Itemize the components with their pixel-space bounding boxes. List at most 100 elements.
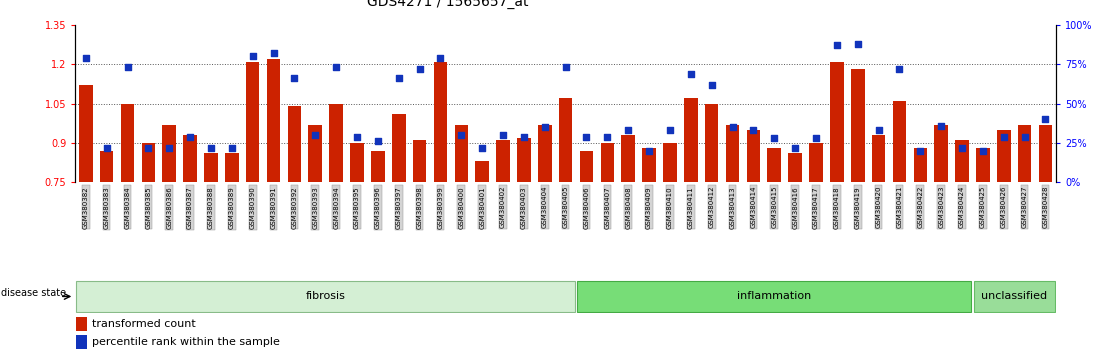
Bar: [664, 143, 677, 182]
Text: GSM380394: GSM380394: [334, 186, 339, 229]
Point: [870, 127, 888, 133]
Bar: [267, 59, 280, 182]
Bar: [225, 153, 238, 182]
Point: [724, 124, 741, 130]
Text: GSM380386: GSM380386: [166, 186, 172, 229]
Point: [411, 66, 429, 72]
Text: GSM380410: GSM380410: [667, 186, 673, 229]
Text: GSM380416: GSM380416: [792, 186, 798, 229]
Bar: [517, 138, 531, 182]
Bar: [622, 135, 635, 182]
Bar: [851, 69, 864, 182]
Bar: [163, 125, 176, 182]
Text: GSM380413: GSM380413: [729, 186, 736, 229]
Bar: [872, 135, 885, 182]
Bar: [601, 143, 614, 182]
Bar: [329, 103, 342, 182]
Text: GSM380428: GSM380428: [1043, 186, 1048, 228]
Text: GSM380404: GSM380404: [542, 186, 547, 228]
Text: GSM380405: GSM380405: [563, 186, 568, 228]
Text: GSM380400: GSM380400: [459, 186, 464, 229]
Bar: [579, 151, 593, 182]
Text: GSM380424: GSM380424: [960, 186, 965, 228]
Bar: [204, 153, 218, 182]
Point: [1016, 134, 1034, 139]
Text: GSM380419: GSM380419: [854, 186, 861, 229]
Bar: [705, 103, 718, 182]
Text: GSM380409: GSM380409: [646, 186, 653, 229]
Text: percentile rank within the sample: percentile rank within the sample: [92, 337, 279, 347]
Text: GSM380388: GSM380388: [208, 186, 214, 229]
Point: [577, 134, 595, 139]
Point: [76, 55, 94, 61]
Point: [807, 135, 824, 141]
Point: [619, 127, 637, 133]
Point: [556, 64, 574, 70]
Bar: [121, 103, 134, 182]
Text: GSM380422: GSM380422: [917, 186, 923, 228]
Point: [244, 53, 261, 59]
Point: [494, 132, 512, 138]
Text: GSM380397: GSM380397: [396, 186, 402, 229]
Text: inflammation: inflammation: [737, 291, 811, 302]
Text: GSM380418: GSM380418: [834, 186, 840, 229]
Point: [932, 123, 950, 129]
Point: [473, 145, 491, 150]
Text: GSM380396: GSM380396: [375, 186, 381, 229]
Bar: [475, 161, 489, 182]
Point: [390, 75, 408, 81]
Bar: [893, 101, 906, 182]
Point: [661, 127, 679, 133]
Bar: [142, 143, 155, 182]
Text: GSM380387: GSM380387: [187, 186, 193, 229]
Bar: [538, 125, 552, 182]
Text: GSM380421: GSM380421: [896, 186, 902, 228]
Text: GSM380383: GSM380383: [104, 186, 110, 229]
Text: GSM380425: GSM380425: [979, 186, 986, 228]
Bar: [183, 135, 197, 182]
Bar: [997, 130, 1010, 182]
Point: [912, 148, 930, 154]
Text: GSM380417: GSM380417: [813, 186, 819, 229]
Text: GSM380391: GSM380391: [270, 186, 277, 229]
Point: [223, 145, 240, 150]
Bar: [643, 148, 656, 182]
Bar: [747, 130, 760, 182]
Bar: [392, 114, 406, 182]
Text: transformed count: transformed count: [92, 319, 195, 329]
Point: [348, 134, 366, 139]
Bar: [350, 143, 363, 182]
Bar: [830, 62, 843, 182]
Bar: [955, 140, 968, 182]
Text: GSM380402: GSM380402: [500, 186, 506, 228]
FancyBboxPatch shape: [577, 281, 972, 312]
Point: [974, 148, 992, 154]
Bar: [789, 153, 802, 182]
Text: GSM380407: GSM380407: [604, 186, 611, 229]
Text: GSM380406: GSM380406: [584, 186, 589, 229]
Point: [640, 148, 658, 154]
Bar: [454, 125, 468, 182]
Text: GSM380399: GSM380399: [438, 186, 443, 229]
Text: GSM380403: GSM380403: [521, 186, 527, 229]
Bar: [413, 140, 427, 182]
Point: [307, 132, 325, 138]
FancyBboxPatch shape: [76, 281, 575, 312]
Point: [766, 135, 783, 141]
Point: [98, 145, 115, 150]
FancyBboxPatch shape: [974, 281, 1055, 312]
Point: [681, 71, 699, 76]
Text: GSM380395: GSM380395: [353, 186, 360, 229]
Point: [515, 134, 533, 139]
Bar: [496, 140, 510, 182]
Bar: [79, 85, 93, 182]
Bar: [809, 143, 823, 182]
Point: [161, 145, 178, 150]
Point: [953, 145, 971, 150]
Text: GSM380390: GSM380390: [249, 186, 256, 229]
Text: GSM380412: GSM380412: [709, 186, 715, 228]
Text: GSM380389: GSM380389: [229, 186, 235, 229]
Bar: [100, 151, 113, 182]
Bar: [371, 151, 384, 182]
Bar: [308, 125, 322, 182]
